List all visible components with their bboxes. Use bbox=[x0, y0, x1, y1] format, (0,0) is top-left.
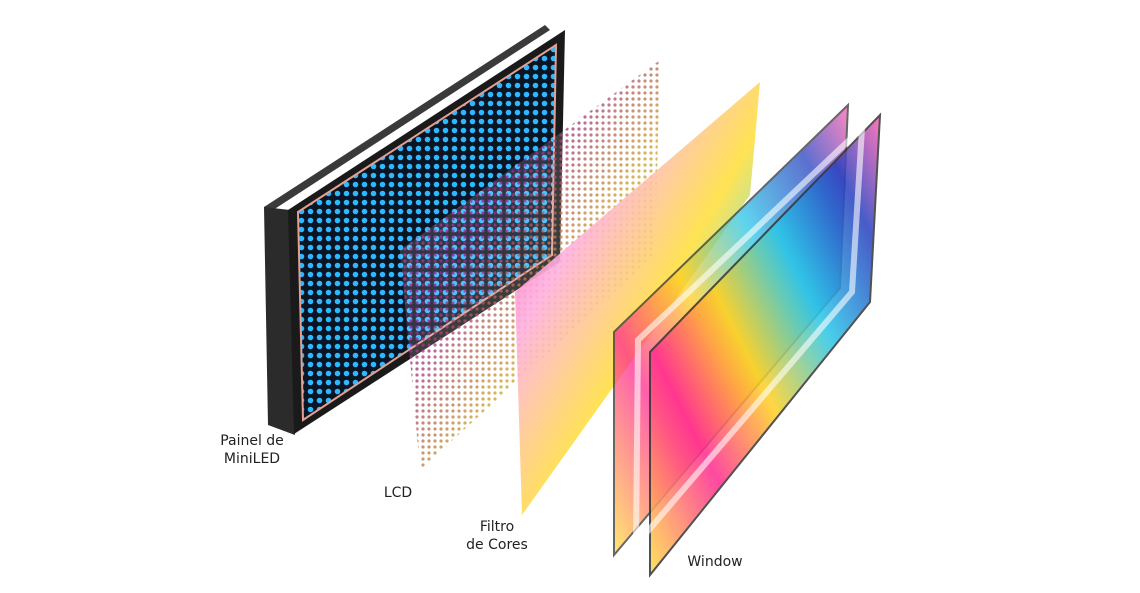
label: Painel de bbox=[220, 433, 284, 449]
label: Window bbox=[687, 554, 742, 570]
panel-side bbox=[264, 207, 295, 435]
label: de Cores bbox=[466, 537, 528, 553]
label: LCD bbox=[384, 485, 412, 501]
color-filter bbox=[515, 82, 760, 515]
label: Filtro bbox=[480, 519, 514, 535]
window-border bbox=[632, 120, 866, 554]
label: MiniLED bbox=[224, 451, 280, 467]
lcd-dots bbox=[400, 60, 660, 470]
panel-top bbox=[264, 25, 550, 212]
